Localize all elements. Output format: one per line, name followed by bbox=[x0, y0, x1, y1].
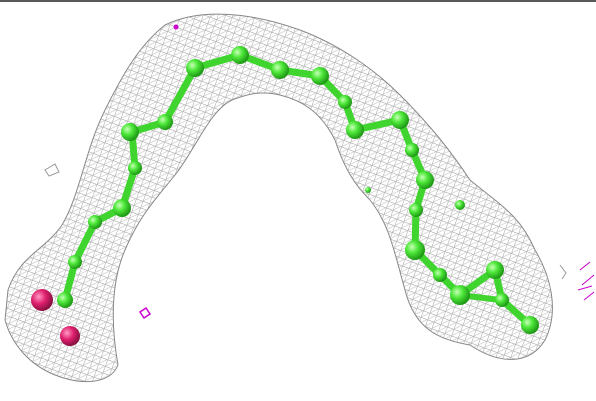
atom bbox=[405, 240, 425, 260]
model-atoms bbox=[57, 46, 539, 334]
atom bbox=[271, 61, 289, 79]
atom bbox=[416, 171, 434, 189]
atom bbox=[346, 121, 364, 139]
ion bbox=[31, 289, 53, 311]
ion bbox=[60, 326, 80, 346]
mesh-fragment bbox=[44, 163, 60, 177]
mesh-fragment bbox=[577, 261, 595, 301]
atom bbox=[405, 143, 419, 157]
atom bbox=[113, 199, 131, 217]
atom bbox=[433, 268, 447, 282]
density-blob bbox=[173, 24, 179, 30]
atom bbox=[495, 293, 509, 307]
atom bbox=[57, 292, 73, 308]
mesh-fragment bbox=[559, 264, 567, 280]
atom bbox=[128, 161, 142, 175]
atom bbox=[521, 316, 539, 334]
atom bbox=[88, 215, 102, 229]
atom bbox=[486, 261, 504, 279]
electron-density-mesh bbox=[4, 13, 553, 383]
atom bbox=[391, 111, 409, 129]
atom bbox=[157, 114, 173, 130]
atom bbox=[186, 59, 204, 77]
atom bbox=[338, 95, 352, 109]
atom bbox=[409, 203, 423, 217]
atom bbox=[231, 46, 249, 64]
atom bbox=[311, 67, 329, 85]
atom bbox=[365, 187, 371, 193]
atom bbox=[121, 123, 139, 141]
mesh-fragment bbox=[138, 306, 152, 320]
atom bbox=[68, 255, 82, 269]
atom bbox=[455, 200, 465, 210]
atom bbox=[450, 285, 470, 305]
